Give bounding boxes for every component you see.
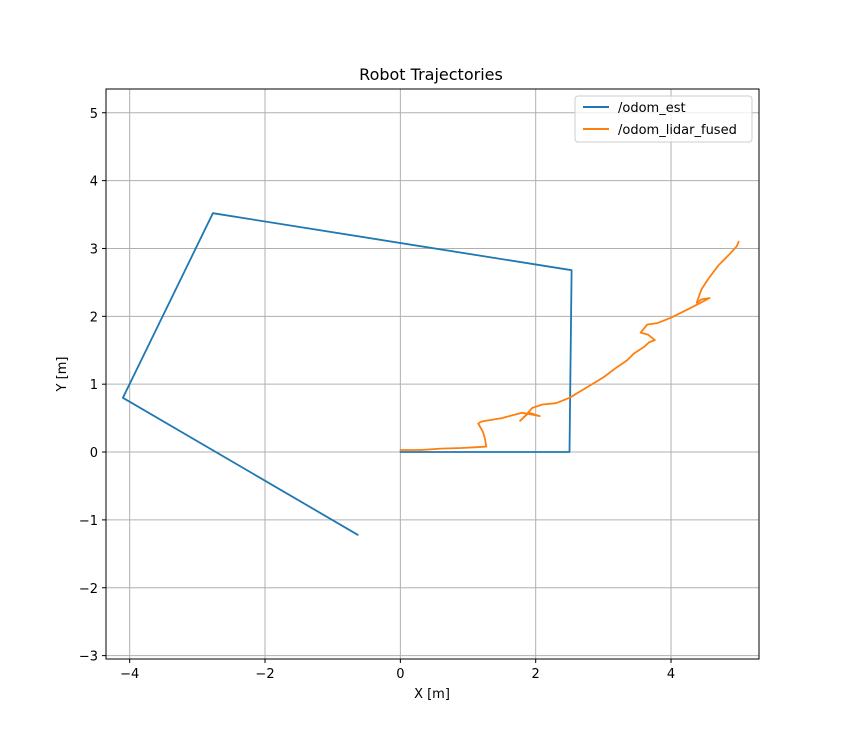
y-tick-label: 3 [90,242,98,257]
y-tick-label: 0 [90,446,98,461]
legend-label-odom-est: /odom_est [618,101,686,116]
x-axis-label: X [m] [414,687,450,702]
y-tick-label: −1 [79,514,98,529]
axes-frame [105,88,760,660]
plot-series [122,212,740,536]
y-tick-label: 2 [90,310,98,325]
series-line-odom-est [122,212,573,536]
x-tick-label: 4 [667,667,675,682]
chart-title: Robot Trajectories [359,65,503,84]
y-tick-label: −3 [79,650,98,665]
x-tick-label: 2 [532,667,540,682]
legend-label-odom-lidar-fused: /odom_lidar_fused [618,123,737,138]
legend: /odom_est /odom_lidar_fused [574,95,753,143]
y-tick-label: 1 [90,378,98,393]
axis-ticks: −4 −2 0 2 4 −3 −2 −1 0 1 2 3 4 5 [79,107,675,682]
y-axis-label: Y [m] [55,357,70,393]
series-line-odom-lidar-fused [399,240,740,451]
x-tick-label: −4 [120,667,139,682]
x-tick-label: −2 [255,667,274,682]
y-tick-label: −2 [79,582,98,597]
legend-box [574,95,753,143]
y-tick-label: 4 [90,175,98,190]
x-tick-label: 0 [396,667,404,682]
y-tick-label: 5 [90,107,98,122]
